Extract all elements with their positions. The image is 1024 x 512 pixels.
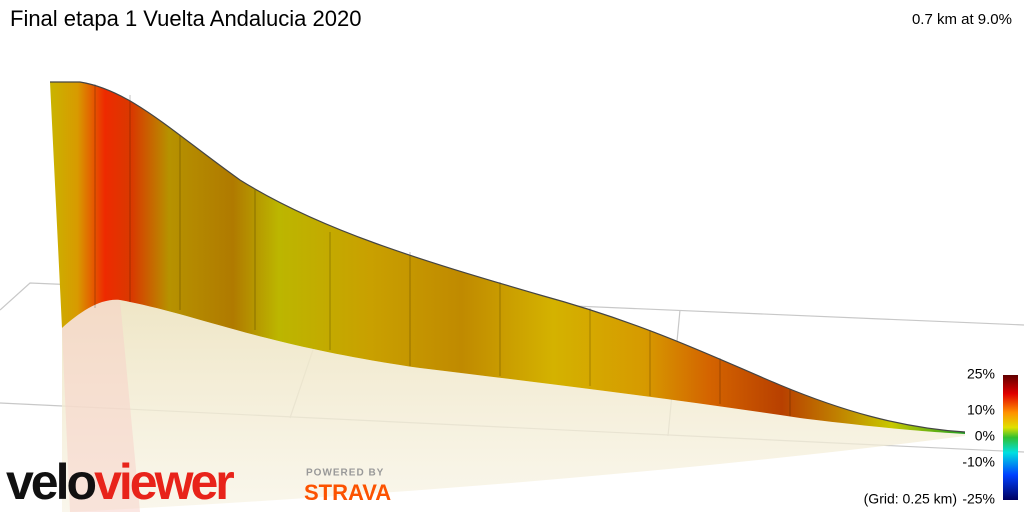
strava-logo: STRAVA <box>304 480 391 505</box>
profile-wall <box>50 82 965 434</box>
logo-dark: velo <box>6 454 96 510</box>
legend-gradient <box>1003 375 1018 500</box>
powered-by: POWERED BY <box>306 468 384 479</box>
wall-stripes <box>94 84 791 416</box>
legend-label: -10% <box>962 454 995 470</box>
logo-red: viewer <box>94 454 234 510</box>
grid-back <box>0 282 1024 326</box>
grid-note: (Grid: 0.25 km) <box>864 491 957 507</box>
legend-label: -25% <box>962 491 995 507</box>
title: Final etapa 1 Vuelta Andalucia 2020 <box>10 6 361 31</box>
legend-label: 25% <box>967 366 995 382</box>
legend-label: 10% <box>967 402 995 418</box>
profile-outline <box>50 81 966 433</box>
legend-label: 0% <box>975 428 995 444</box>
logo: veloviewer <box>6 454 234 510</box>
profile-shadow <box>62 299 965 512</box>
summary: 0.7 km at 9.0% <box>912 11 1012 28</box>
shadow-highlight <box>62 299 140 512</box>
